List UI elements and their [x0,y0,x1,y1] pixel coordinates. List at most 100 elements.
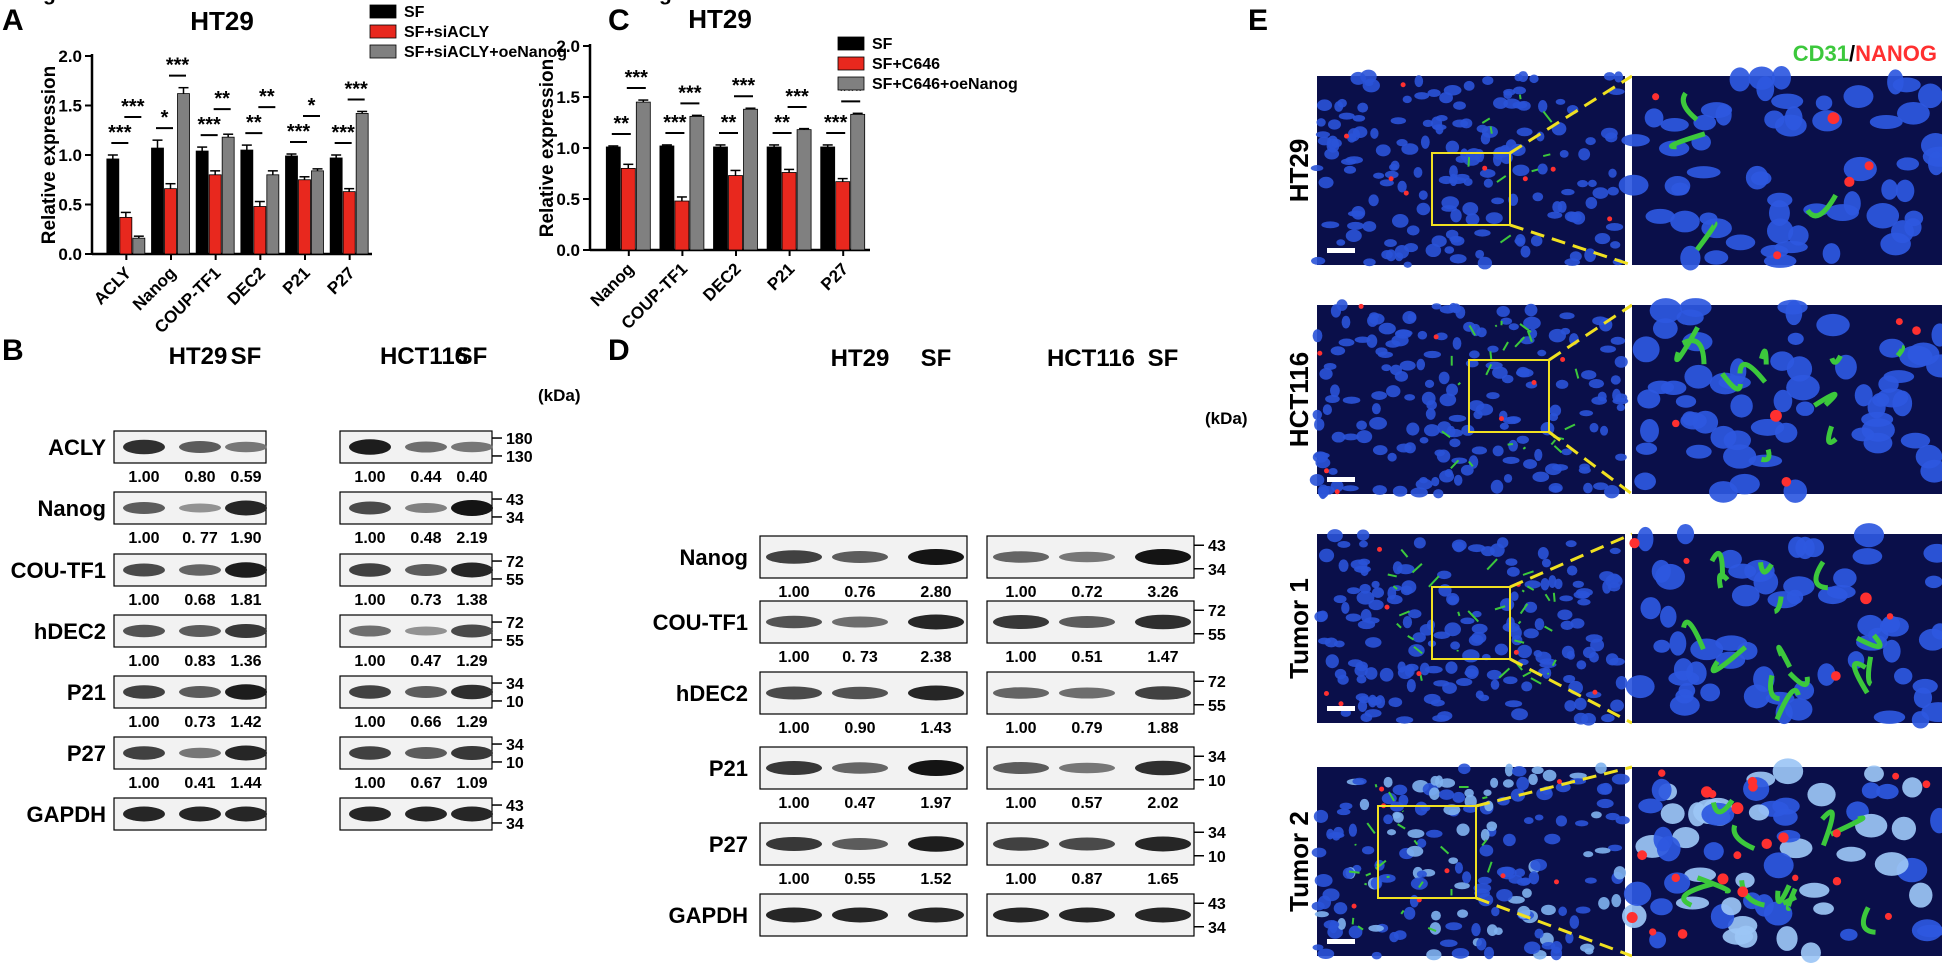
nucleus [1408,644,1425,657]
nucleus [1333,595,1347,604]
nucleus [1372,485,1387,495]
quantification-value: 1.00 [128,653,159,670]
protein-band [405,503,447,513]
nucleus [1432,124,1447,131]
nucleus [1330,346,1346,356]
zoom-guide-line [1509,532,1633,589]
nucleus [1381,364,1392,372]
nucleus [1450,641,1461,650]
condition-mark: - [367,0,374,5]
nucleus [1431,235,1447,248]
cd31-vessel [1669,131,1706,150]
nanog-signal-zoomed [1677,929,1688,939]
nucleus [1327,529,1343,543]
bar [119,216,133,255]
x-tick-label: P21 [279,263,314,298]
nucleus [1578,148,1591,161]
cd31-signal [1552,592,1556,602]
nucleus [1534,814,1544,821]
protein-band [993,687,1049,699]
cd31-vessel [1720,372,1743,392]
nucleus [1318,176,1334,189]
zoom-region-box [1377,805,1477,899]
protein-band [179,441,221,453]
nucleus [1415,478,1433,490]
nucleus [1585,137,1596,146]
nucleus [1542,769,1557,782]
nucleus [1450,208,1462,223]
nucleus [1453,474,1463,486]
nucleus [1338,112,1355,120]
protein-band [1059,616,1115,628]
nucleus-zoomed [1927,151,1942,176]
protein-band [225,624,267,638]
nucleus [1609,547,1621,555]
nucleus [1403,261,1412,268]
nucleus [1342,433,1359,441]
panel-label-a: A [2,4,24,37]
nucleus [1387,586,1397,600]
nucleus [1584,948,1594,955]
nucleus [1604,72,1616,81]
nucleus [1449,254,1467,264]
cd31-signal [1486,558,1498,571]
nucleus [1595,762,1607,774]
nucleus [1490,777,1499,788]
nucleus-zoomed [1826,585,1856,599]
bar [253,206,267,255]
nucleus [1433,631,1451,639]
nucleus-zoomed [1669,694,1700,716]
blot-row-label: P27 [67,741,106,766]
protein-band [349,685,391,699]
nucleus-zoomed [1800,942,1821,963]
nucleus-zoomed [1899,345,1933,368]
protein-band [225,562,267,578]
nucleus [1319,548,1335,563]
nucleus [1371,587,1385,598]
nucleus [1462,649,1480,663]
nucleus-zoomed [1816,313,1850,337]
quantification-value: 1.29 [456,653,487,670]
bar [285,155,298,255]
protein-band [225,441,267,453]
nucleus [1610,375,1621,385]
scale-bar [1327,706,1355,711]
nucleus [1456,823,1470,836]
nucleus [1448,414,1467,422]
kda-marker-label: 130 [506,449,533,466]
kda-marker-label: 34 [1208,920,1226,937]
cd31-vessel [1710,798,1735,815]
significance-stars: * [308,95,316,117]
nucleus-zoomed [1645,208,1675,224]
cell-line-label: HT29 [831,345,890,372]
nucleus-zoomed [1760,244,1789,258]
protein-band [993,837,1049,851]
nucleus-zoomed [1644,108,1664,128]
nucleus [1384,239,1397,248]
nucleus [1587,179,1597,188]
nanog-signal-zoomed [1671,873,1681,883]
protein-band [405,686,447,698]
cd31-signal [1365,872,1372,877]
cd31-signal [1502,341,1509,351]
cell-line-label: HT29 [169,343,228,370]
protein-band [766,615,822,629]
nucleus-zoomed [1853,523,1885,548]
nucleus [1616,403,1625,412]
nucleus [1423,424,1440,437]
nanog-signal [1317,350,1323,356]
significance-stars: * [161,107,169,129]
nucleus [1600,425,1609,436]
nucleus [1490,679,1500,690]
nucleus [1454,862,1463,874]
nucleus-zoomed [1773,389,1793,413]
nucleus [1361,846,1375,855]
nucleus [1426,619,1435,631]
nanog-signal [1607,216,1613,222]
nucleus [1503,98,1521,109]
nucleus-zoomed [1880,232,1911,256]
nucleus [1464,668,1478,678]
nucleus [1494,643,1509,656]
significance-stars: ** [214,88,230,110]
nucleus [1439,778,1456,788]
